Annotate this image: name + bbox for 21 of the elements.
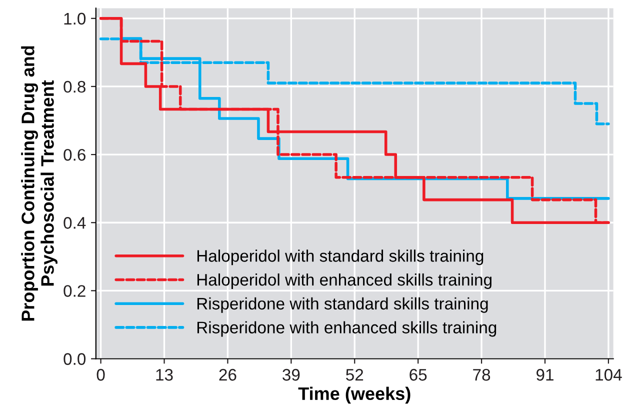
x-axis-title: Time (weeks): [298, 386, 410, 404]
legend-label: Risperidone with standard skills training: [197, 297, 488, 313]
y-tick-label: 0.6: [64, 148, 86, 161]
x-tick-label: 91: [536, 368, 554, 381]
x-tick-label: 13: [156, 368, 173, 381]
y-tick-label: 1.0: [64, 12, 86, 25]
x-tick-label: 0: [96, 368, 105, 381]
x-tick-label: 78: [473, 368, 490, 381]
y-axis-title: Proportion Continuing Drug and Psychosocial Treatment: [21, 46, 58, 321]
y-tick-label: 0.8: [64, 80, 86, 93]
x-tick-label: 52: [346, 368, 364, 381]
x-tick-label: 104: [596, 368, 622, 381]
x-tick-label: 39: [282, 368, 300, 381]
legend-label: Haloperidol with standard skills training: [197, 250, 484, 266]
x-tick-label: 65: [410, 368, 427, 381]
y-tick-label: 0.2: [64, 285, 86, 297]
legend-label: Risperidone with enhanced skills training: [197, 321, 496, 337]
legend-label: Haloperidol with enhanced skills training: [197, 273, 492, 289]
y-tick-label: 0.0: [64, 353, 86, 365]
y-tick-label: 0.4: [64, 217, 86, 229]
x-tick-label: 26: [219, 368, 236, 381]
